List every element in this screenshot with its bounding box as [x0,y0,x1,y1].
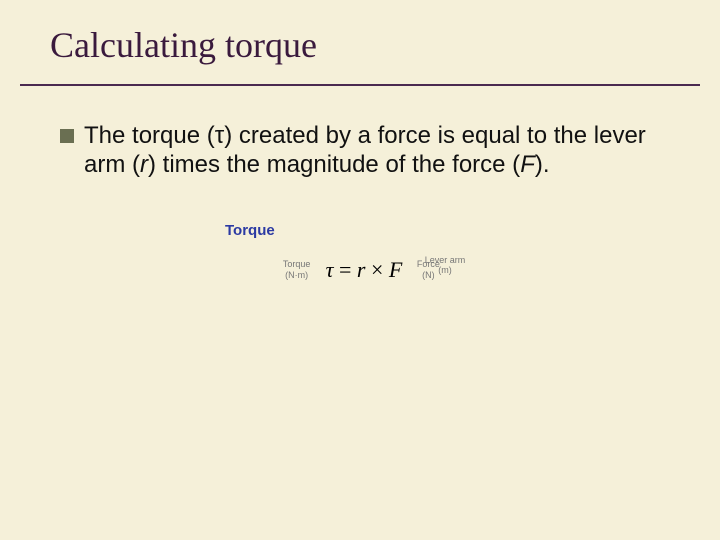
annotation-force-label: Force [408,259,448,269]
bullet-text: The torque (τ) created by a force is equ… [84,122,662,180]
equation-times: × [365,257,388,282]
equation: τ = r × F [320,257,409,283]
body-region: The torque (τ) created by a force is equ… [0,86,720,283]
formula-heading: Torque [211,222,511,239]
bullet-tau-symbol: τ [215,122,224,149]
formula-box: Torque Lever arm (m) Torque (N·m) τ = r … [211,222,511,283]
bullet-text-mid2: ) times the magnitude of the force ( [148,151,520,178]
annotation-force-unit: (N) [408,270,448,280]
formula-row: Lever arm (m) Torque (N·m) τ = r × F For… [211,257,511,283]
annotation-torque-unit: (N·m) [274,270,320,280]
bullet-item: The torque (τ) created by a force is equ… [60,122,662,180]
equation-tau: τ [326,257,334,282]
slide-title: Calculating torque [50,24,670,66]
square-bullet-icon [60,129,74,143]
equation-equals: = [334,257,357,282]
equation-f: F [389,257,402,282]
annotation-torque: Torque (N·m) [274,259,320,280]
title-region: Calculating torque [0,0,720,80]
bullet-text-pre: The torque ( [84,122,215,149]
bullet-var-r: r [140,151,148,178]
bullet-var-f: F [520,151,535,178]
annotation-force: Force (N) [408,259,448,280]
slide: Calculating torque The torque (τ) create… [0,0,720,540]
bullet-text-post: ). [535,151,550,178]
annotation-torque-label: Torque [274,259,320,269]
